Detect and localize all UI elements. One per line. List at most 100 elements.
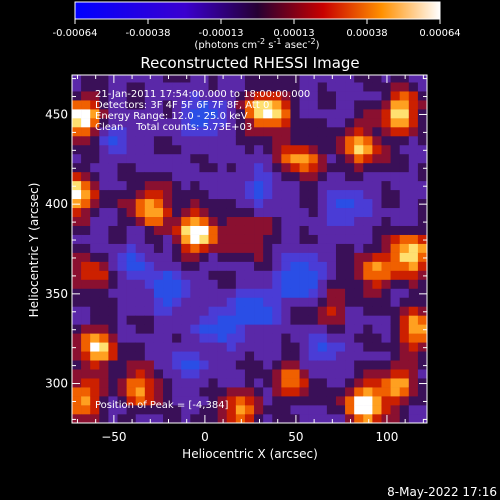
heatmap-cell xyxy=(117,360,127,370)
heatmap-cell xyxy=(372,243,382,253)
heatmap-cell xyxy=(208,216,218,226)
heatmap-cell xyxy=(372,234,382,244)
heatmap-cell xyxy=(163,333,173,343)
heatmap-cell xyxy=(244,153,255,164)
heatmap-cell xyxy=(99,396,109,406)
heatmap-cell xyxy=(399,100,410,110)
heatmap-cell xyxy=(335,315,346,325)
heatmap-cell xyxy=(263,144,273,155)
heatmap-cell xyxy=(408,82,419,92)
heatmap-cell xyxy=(135,342,146,352)
heatmap-cell xyxy=(81,261,91,271)
heatmap-cell xyxy=(381,360,391,370)
heatmap-cell xyxy=(281,306,291,316)
heatmap-cell xyxy=(235,207,246,218)
heatmap-cell xyxy=(417,162,427,173)
heatmap-cell xyxy=(199,405,209,415)
heatmap-cell xyxy=(153,127,164,137)
heatmap-cell xyxy=(281,387,291,397)
heatmap-cell xyxy=(208,270,218,280)
heatmap-cell xyxy=(117,369,127,379)
heatmap-cell xyxy=(117,75,127,83)
heatmap-cell xyxy=(272,109,282,119)
heatmap-cell xyxy=(172,333,182,343)
heatmap-cell xyxy=(72,162,82,173)
heatmap-cell xyxy=(254,378,264,388)
heatmap-cell xyxy=(290,243,300,253)
heatmap-cell xyxy=(263,171,273,182)
heatmap-cell xyxy=(199,162,209,173)
heatmap-cell xyxy=(290,414,300,423)
heatmap-cell xyxy=(81,207,91,218)
heatmap-cell xyxy=(263,315,273,325)
heatmap-cell xyxy=(290,405,300,415)
heatmap-cell xyxy=(226,387,237,397)
heatmap-cell xyxy=(108,135,118,146)
heatmap-cell xyxy=(417,333,427,343)
heatmap-cell xyxy=(363,144,373,155)
heatmap-cell xyxy=(172,243,182,253)
heatmap-cell xyxy=(99,162,109,173)
heatmap-cell xyxy=(217,378,228,388)
heatmap-cell xyxy=(345,360,355,370)
heatmap-cell xyxy=(163,234,173,244)
heatmap-cell xyxy=(190,91,200,101)
heatmap-cell xyxy=(354,414,364,423)
heatmap-cell xyxy=(399,162,410,173)
heatmap-cell xyxy=(99,216,109,226)
heatmap-cell xyxy=(354,270,364,280)
heatmap-cell xyxy=(90,162,100,173)
heatmap-cell xyxy=(290,351,300,361)
heatmap-cell xyxy=(181,378,191,388)
heatmap-cell xyxy=(272,75,282,83)
heatmap-cell xyxy=(326,243,337,253)
heatmap-cell xyxy=(72,360,82,370)
heatmap-cell xyxy=(408,342,419,352)
heatmap-cell xyxy=(135,315,146,325)
heatmap-cell xyxy=(408,189,419,200)
heatmap-cell xyxy=(99,118,109,128)
heatmap-cell xyxy=(172,144,182,155)
heatmap-cell xyxy=(217,171,228,182)
heatmap-cell xyxy=(99,315,109,325)
heatmap-cell xyxy=(208,162,218,173)
heatmap-cell xyxy=(354,171,364,182)
heatmap-cell xyxy=(281,189,291,200)
heatmap-cell xyxy=(135,369,146,379)
heatmap-cell xyxy=(190,306,200,316)
heatmap-cell xyxy=(235,324,246,334)
annotation-time: 21-Jan-2011 17:54:00.000 to 18:00:00.000 xyxy=(95,89,310,100)
heatmap-cell xyxy=(226,82,237,92)
heatmap-cell xyxy=(126,396,137,406)
heatmap-cell xyxy=(244,135,255,146)
heatmap-cell xyxy=(363,252,373,262)
heatmap-cell xyxy=(72,225,82,235)
heatmap-cell xyxy=(254,153,264,164)
heatmap-cell xyxy=(326,127,337,137)
heatmap-cell xyxy=(117,198,127,209)
heatmap-cell xyxy=(272,234,282,244)
heatmap-cell xyxy=(153,162,164,173)
heatmap-cell xyxy=(372,100,382,110)
heatmap-cell xyxy=(153,135,164,146)
heatmap-cell xyxy=(144,234,155,244)
heatmap-cell xyxy=(345,261,355,271)
heatmap-cell xyxy=(135,306,146,316)
heatmap-cell xyxy=(335,225,346,235)
heatmap-cell xyxy=(244,378,255,388)
heatmap-cell xyxy=(290,261,300,271)
heatmap-cell xyxy=(217,243,228,253)
heatmap-cell xyxy=(190,153,200,164)
heatmap-cell xyxy=(408,109,419,119)
heatmap-cell xyxy=(181,216,191,226)
heatmap-cell xyxy=(153,234,164,244)
heatmap-cell xyxy=(390,252,400,262)
heatmap-cell xyxy=(399,153,410,164)
heatmap-cell xyxy=(381,127,391,137)
x-tick-label: 100 xyxy=(375,430,398,444)
chart-title: Reconstructed RHESSI Image xyxy=(140,54,359,72)
heatmap-cell xyxy=(263,369,273,379)
heatmap-cell xyxy=(290,180,300,191)
heatmap-cell xyxy=(408,378,419,388)
heatmap-cell xyxy=(290,297,300,307)
